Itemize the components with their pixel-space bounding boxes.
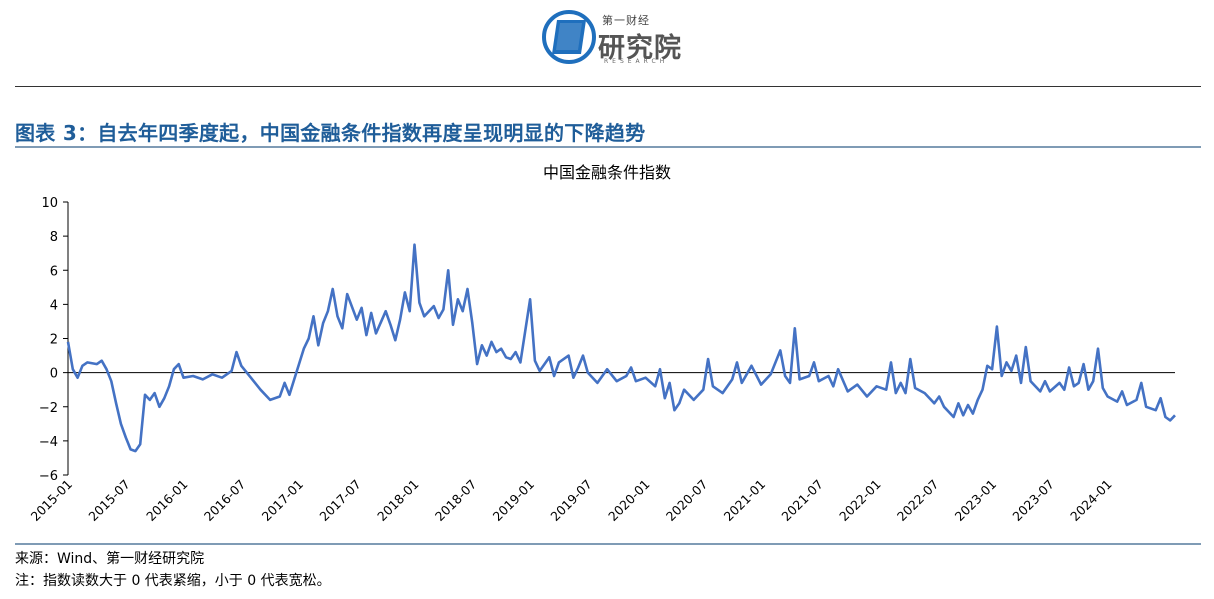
footnote: 注：指数读数大于 0 代表紧缩，小于 0 代表宽松。 <box>15 573 331 589</box>
header-rule <box>15 86 1201 87</box>
logo-sub-text: RESEARCH <box>604 58 669 65</box>
x-tick-label: 2020-01 <box>605 477 653 525</box>
y-tick-label: −6 <box>39 469 58 484</box>
title-rule <box>15 146 1201 148</box>
x-tick-label: 2022-07 <box>894 477 942 525</box>
x-tick-label: 2018-01 <box>374 477 422 525</box>
logo-top-text: 第一财经 <box>602 14 650 27</box>
logo-main-text: 研究院 <box>598 33 682 64</box>
x-axis: 2015-01 2015-07 2016-01 2016-07 2017-01 2017-… <box>28 477 1115 525</box>
x-tick-label: 2017-01 <box>259 477 307 525</box>
x-tick-label: 2020-07 <box>663 477 711 525</box>
y-tick-label: 10 <box>41 196 58 211</box>
footer-rule <box>15 543 1201 545</box>
y-axis: −6 −4 −2 0 2 4 6 8 10 <box>39 196 69 484</box>
x-tick-label: 2023-07 <box>1009 477 1057 525</box>
notebook-circle-icon <box>542 10 596 64</box>
y-tick-label: 6 <box>50 264 58 279</box>
series-line <box>66 243 1176 453</box>
x-tick-label: 2021-07 <box>778 477 826 525</box>
y-tick-label: 8 <box>50 230 58 245</box>
figure-title: 图表 3：自去年四季度起，中国金融条件指数再度呈现明显的下降趋势 <box>15 121 646 145</box>
x-tick-label: 2023-01 <box>952 477 1000 525</box>
x-tick-label: 2016-07 <box>201 477 249 525</box>
x-tick-label: 2015-07 <box>85 477 133 525</box>
x-tick-label: 2019-07 <box>547 477 595 525</box>
x-tick-label: 2016-01 <box>143 477 191 525</box>
y-tick-label: 0 <box>50 367 58 382</box>
x-tick-label: 2024-01 <box>1067 477 1115 525</box>
x-tick-label: 2019-01 <box>490 477 538 525</box>
source-note: 来源：Wind、第一财经研究院 <box>15 551 205 567</box>
x-tick-label: 2017-07 <box>316 477 364 525</box>
y-tick-label: −4 <box>39 435 58 450</box>
y-tick-label: 2 <box>50 333 58 348</box>
chart-title: 中国金融条件指数 <box>543 163 671 182</box>
x-tick-label: 2018-07 <box>432 477 480 525</box>
logo: 第一财经 研究院 RESEARCH <box>540 6 690 68</box>
x-tick-label: 2022-01 <box>836 477 884 525</box>
y-tick-label: −2 <box>39 401 58 416</box>
y-tick-label: 4 <box>50 298 58 313</box>
x-tick-label: 2021-01 <box>721 477 769 525</box>
line-chart: 中国金融条件指数 −6 −4 −2 0 2 4 6 8 10 2015-01 2015-07 201… <box>28 163 1176 525</box>
